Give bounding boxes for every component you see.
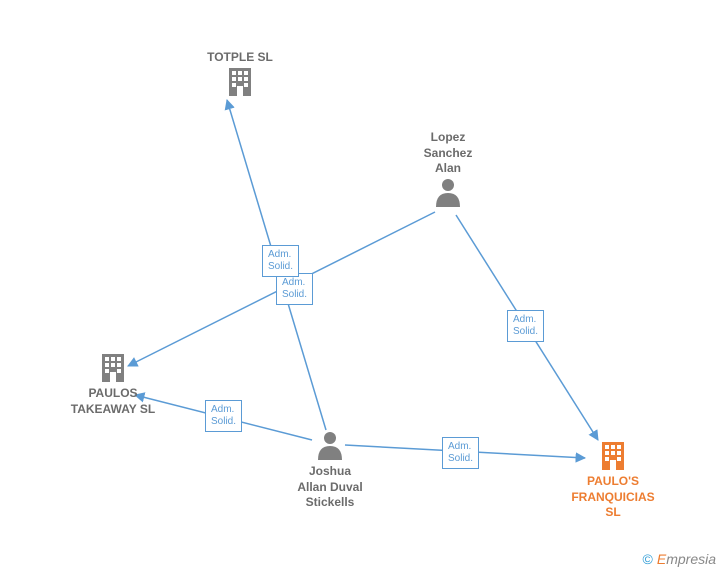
node-totple[interactable]: TOTPLE SL — [195, 50, 285, 100]
node-label: LopezSanchezAlan — [408, 130, 488, 177]
person-icon — [408, 177, 488, 207]
edge-label: Adm. Solid. — [205, 400, 242, 432]
building-icon — [58, 352, 168, 382]
node-lopez[interactable]: LopezSanchezAlan — [408, 130, 488, 211]
node-label: TOTPLE SL — [195, 50, 285, 66]
node-label: PAULOSTAKEAWAY SL — [58, 386, 168, 417]
node-joshua[interactable]: JoshuaAllan DuvalStickells — [285, 430, 375, 511]
building-icon — [195, 66, 285, 96]
edge-label: Adm. Solid. — [262, 245, 299, 277]
node-paulos_takeaway[interactable]: PAULOSTAKEAWAY SL — [58, 352, 168, 417]
copyright-symbol: © — [643, 551, 653, 567]
watermark: ©Empresia — [643, 551, 716, 567]
node-label: PAULO'SFRANQUICIASSL — [558, 474, 668, 521]
brand-rest: mpresia — [666, 551, 716, 567]
edge-label: Adm. Solid. — [507, 310, 544, 342]
person-icon — [285, 430, 375, 460]
edge-label: Adm. Solid. — [276, 273, 313, 305]
building-icon — [558, 440, 668, 470]
node-label: JoshuaAllan DuvalStickells — [285, 464, 375, 511]
edge-label: Adm. Solid. — [442, 437, 479, 469]
brand-first-letter: E — [657, 551, 666, 567]
node-paulos_franquicias[interactable]: PAULO'SFRANQUICIASSL — [558, 440, 668, 521]
